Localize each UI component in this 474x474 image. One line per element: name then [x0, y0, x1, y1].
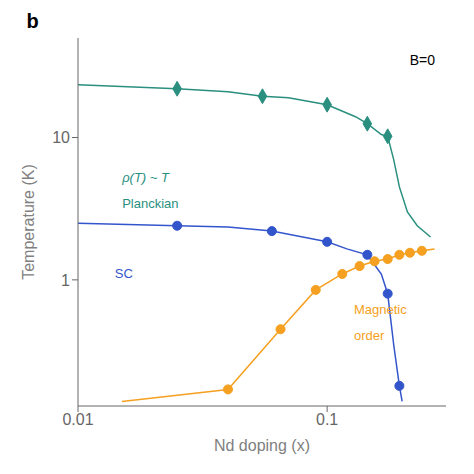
svg-text:Nd doping (x): Nd doping (x)	[214, 437, 310, 454]
html-text:Planckian: Planckian	[122, 195, 179, 211]
html-text:order: order	[354, 327, 385, 343]
html-text:SC: SC	[114, 265, 133, 281]
html-text:b: b	[26, 10, 39, 32]
html-text:ρ(T) ~ T: ρ(T) ~ T	[122, 169, 169, 185]
svg-text:10: 10	[52, 129, 70, 146]
svg-text:Temperature (K): Temperature (K)	[20, 164, 37, 280]
svg-text:1: 1	[61, 272, 70, 289]
html-text:Magnetic: Magnetic	[354, 302, 407, 318]
svg-text:0.1: 0.1	[316, 411, 338, 428]
svg-text:0.01: 0.01	[62, 411, 93, 428]
html-text:B=0: B=0	[409, 51, 435, 68]
